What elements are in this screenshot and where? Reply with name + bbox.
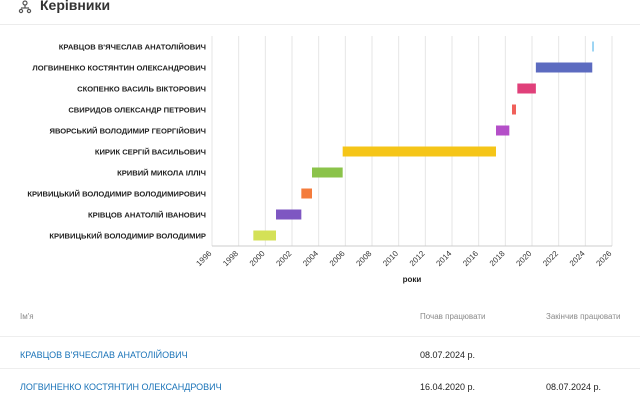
- gantt-bar: [312, 167, 343, 178]
- header-start: Почав працювати: [420, 312, 486, 321]
- section-header: Керівники: [0, 0, 640, 25]
- manager-name-link[interactable]: КРАВЦОВ В'ЯЧЕСЛАВ АНАТОЛІЙОВИЧ: [20, 350, 188, 360]
- x-tick-label: 2016: [461, 249, 480, 268]
- x-tick-label: 2018: [488, 249, 507, 268]
- gantt-bar: [342, 146, 496, 157]
- table-row: ЛОГВИНЕНКО КОСТЯНТИН ОЛЕКСАНДРОВИЧ 16.04…: [0, 368, 640, 401]
- end-date: 08.07.2024 р.: [546, 382, 602, 392]
- x-tick-label: 2022: [541, 249, 560, 268]
- x-tick-label: 2010: [381, 249, 400, 268]
- table-row: КРАВЦОВ В'ЯЧЕСЛАВ АНАТОЛІЙОВИЧ 08.07.202…: [0, 336, 640, 369]
- manager-name-link[interactable]: ЛОГВИНЕНКО КОСТЯНТИН ОЛЕКСАНДРОВИЧ: [20, 382, 222, 392]
- section-title: Керівники: [40, 0, 111, 13]
- row-label: КРІВЦОВ АНАТОЛІЙ ІВАНОВИЧ: [88, 211, 206, 220]
- row-label: ЯВОРСЬКИЙ ВОЛОДИМИР ГЕОРГІЙОВИЧ: [49, 127, 206, 136]
- gantt-bar: [301, 188, 312, 199]
- x-axis-label: роки: [403, 275, 422, 284]
- people-hierarchy-icon: [18, 0, 32, 14]
- header-end: Закінчив працювати: [546, 312, 621, 321]
- managers-timeline-chart: 1996 1998 2000 2002 2004 2006 2008 2010 2012 2014…: [0, 24, 640, 294]
- start-date: 08.07.2024 р.: [420, 350, 476, 360]
- gantt-chart-svg: 1996 1998 2000 2002 2004 2006 2008 2010 2012 2014…: [27, 36, 614, 284]
- row-label: КРИВИЦЬКИЙ ВОЛОДИМИР ВОЛОДИМИРОВИЧ: [27, 190, 206, 199]
- x-tick-label: 2008: [354, 249, 373, 268]
- row-label: КРИВИЦЬКИЙ ВОЛОДИМИР ВОЛОДИМИР: [49, 232, 206, 241]
- gantt-bar: [592, 41, 594, 52]
- x-tick-label: 2006: [328, 249, 347, 268]
- row-label: КИРИК СЕРГІЙ ВАСИЛЬОВИЧ: [95, 148, 206, 157]
- gantt-bar: [535, 62, 593, 73]
- gantt-bar: [512, 104, 516, 115]
- row-label: КРИВИЙ МИКОЛА ІЛЛІЧ: [117, 169, 206, 178]
- x-tick-label: 2014: [434, 249, 453, 268]
- start-date: 16.04.2020 р.: [420, 382, 476, 392]
- gantt-bar: [276, 209, 302, 220]
- x-tick-label: 2002: [274, 249, 293, 268]
- row-label: КРАВЦОВ В'ЯЧЕСЛАВ АНАТОЛІЙОВИЧ: [59, 43, 206, 52]
- x-tick-label: 2020: [514, 249, 533, 268]
- x-tick-label: 1996: [194, 249, 213, 268]
- managers-table: Ім'я Почав працювати Закінчив працювати …: [0, 300, 640, 400]
- gantt-bar: [517, 83, 536, 94]
- x-tick-label: 2024: [568, 249, 587, 268]
- x-tick-label: 1998: [221, 249, 240, 268]
- gantt-bar: [496, 125, 510, 136]
- x-tick-label: 2000: [248, 249, 267, 268]
- gantt-bar: [253, 230, 276, 241]
- row-label: СВИРИДОВ ОЛЕКСАНДР ПЕТРОВИЧ: [68, 106, 206, 115]
- header-name: Ім'я: [20, 312, 34, 321]
- x-tick-label: 2026: [594, 249, 613, 268]
- row-label: СКОПЕНКО ВАСИЛЬ ВІКТОРОВИЧ: [77, 85, 206, 94]
- row-label: ЛОГВИНЕНКО КОСТЯНТИН ОЛЕКСАНДРОВИЧ: [32, 64, 206, 73]
- x-tick-label: 2004: [301, 249, 320, 268]
- x-tick-label: 2012: [408, 249, 427, 268]
